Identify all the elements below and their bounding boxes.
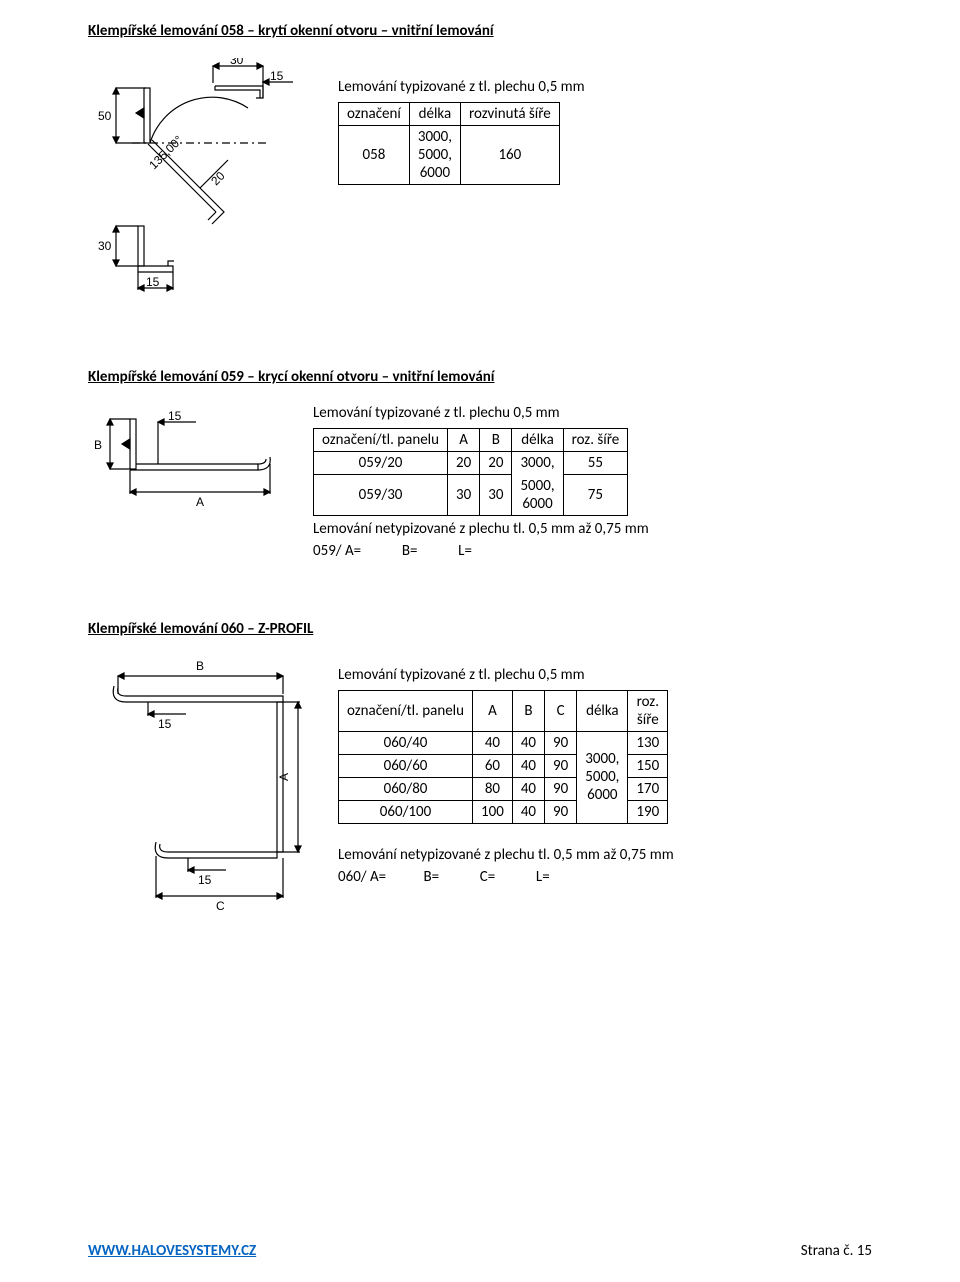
table-059: označení/tl. panelu A B délka roz. šíře … (313, 428, 628, 516)
cell: 75 (563, 475, 628, 516)
cell: 90 (545, 754, 577, 777)
cell: 20 (480, 452, 512, 475)
svg-text:15: 15 (146, 275, 160, 289)
cell-oznaceni: 058 (339, 126, 410, 185)
th: délka (577, 690, 628, 731)
diagram-060: B 15 A (88, 656, 308, 921)
diagram-058: 30 15 50 (88, 58, 308, 308)
cell: 100 (473, 800, 513, 823)
svg-text:15: 15 (270, 69, 284, 83)
cell: 190 (628, 800, 668, 823)
cell: 060/80 (339, 777, 473, 800)
table-058: označení délka rozvinutá šíře 058 3000, … (338, 102, 560, 185)
cell: 55 (563, 452, 628, 475)
th-oznaceni: označení (339, 103, 410, 126)
caption-058: Lemování typizované z tl. plechu 0,5 mm (338, 78, 872, 96)
cell: 90 (545, 731, 577, 754)
cell: 3000, 5000, 6000 (577, 731, 628, 823)
caption-060: Lemování typizované z tl. plechu 0,5 mm (338, 666, 872, 684)
th: A (448, 429, 480, 452)
th: označení/tl. panelu (314, 429, 448, 452)
cell: 90 (545, 800, 577, 823)
cell: 30 (448, 475, 480, 516)
th-sire: rozvinutá šíře (461, 103, 560, 126)
cell: 40 (473, 731, 513, 754)
cell: 60 (473, 754, 513, 777)
cell: 20 (448, 452, 480, 475)
cell: 059/20 (314, 452, 448, 475)
svg-text:30: 30 (230, 58, 244, 67)
cell: 40 (512, 777, 544, 800)
th: délka (512, 429, 563, 452)
cell: 90 (545, 777, 577, 800)
cell: 130 (628, 731, 668, 754)
cell: 060/60 (339, 754, 473, 777)
cell: 170 (628, 777, 668, 800)
svg-text:20: 20 (208, 169, 228, 189)
th: B (480, 429, 512, 452)
section-058-heading: Klempířské lemování 058 – krytí okenní o… (88, 22, 872, 40)
footer-page: Strana č. 15 (801, 1242, 872, 1260)
params-060: 060/ A= B= C= L= (338, 868, 872, 886)
cell-sire: 160 (461, 126, 560, 185)
svg-text:A: A (196, 495, 204, 509)
diagram-059: B 15 (88, 404, 283, 514)
th: A (473, 690, 513, 731)
params-059: 059/ A= B= L= (313, 542, 872, 560)
th: roz. šíře (628, 690, 668, 731)
cell: 3000, (512, 452, 563, 475)
cell-delka: 3000, 5000, 6000 (409, 126, 460, 185)
svg-text:15: 15 (158, 717, 172, 731)
cell: 060/40 (339, 731, 473, 754)
section-060-heading: Klempířské lemování 060 – Z-PROFIL (88, 620, 872, 638)
page-footer: WWW.HALOVESYSTEMY.CZ Strana č. 15 (88, 1242, 872, 1260)
cell: 060/100 (339, 800, 473, 823)
note-060: Lemování netypizované z plechu tl. 0,5 m… (338, 846, 872, 864)
cell: 150 (628, 754, 668, 777)
cell: 059/30 (314, 475, 448, 516)
note-059: Lemování netypizované z plechu tl. 0,5 m… (313, 520, 872, 538)
th-delka: délka (409, 103, 460, 126)
svg-text:A: A (277, 772, 291, 780)
svg-text:B: B (196, 659, 204, 673)
th: C (545, 690, 577, 731)
svg-text:B: B (94, 438, 102, 452)
cell: 5000, 6000 (512, 475, 563, 516)
svg-text:50: 50 (98, 109, 112, 123)
th: označení/tl. panelu (339, 690, 473, 731)
th: B (512, 690, 544, 731)
cell: 30 (480, 475, 512, 516)
cell: 40 (512, 754, 544, 777)
svg-text:15: 15 (168, 409, 182, 423)
svg-text:C: C (216, 899, 225, 913)
svg-text:15: 15 (198, 873, 212, 887)
th: roz. šíře (563, 429, 628, 452)
cell: 40 (512, 800, 544, 823)
cell: 40 (512, 731, 544, 754)
section-059-heading: Klempířské lemování 059 – krycí okenní o… (88, 368, 872, 386)
table-060: označení/tl. panelu A B C délka roz. šíř… (338, 690, 668, 824)
svg-text:30: 30 (98, 239, 112, 253)
cell: 80 (473, 777, 513, 800)
caption-059: Lemování typizované z tl. plechu 0,5 mm (313, 404, 872, 422)
footer-link[interactable]: WWW.HALOVESYSTEMY.CZ (88, 1242, 256, 1260)
